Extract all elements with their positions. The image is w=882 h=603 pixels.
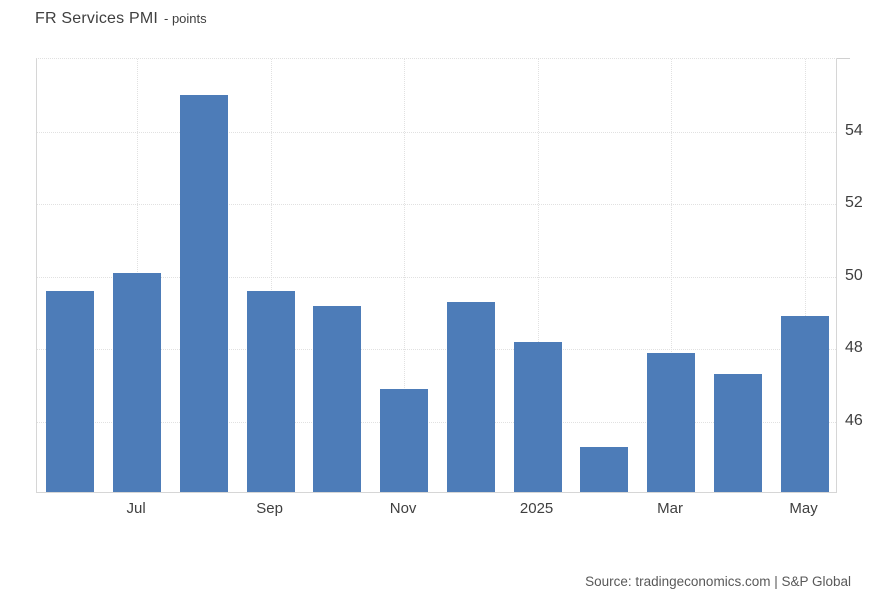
gridline-h-50 [37, 276, 836, 278]
gridline-h-52 [37, 204, 836, 205]
bar-mar-2025 [647, 352, 696, 492]
x-axis-label-2025: 2025 [519, 500, 554, 517]
bar-sep-2024 [246, 291, 295, 492]
chart-title: FR Services PMI [35, 10, 159, 27]
x-axis-label-jul: Jul [126, 500, 146, 517]
y-axis-label-52: 52 [845, 194, 863, 211]
gridline-h-48 [37, 349, 836, 350]
gridline-v-may [804, 59, 806, 492]
chart-subtitle: - points [164, 11, 207, 26]
bar-dec-2024 [446, 301, 495, 492]
y-axis-label-46: 46 [845, 411, 863, 429]
gridline-v-sep [270, 59, 272, 492]
gridline-h-46 [37, 421, 836, 423]
x-axis-label-sep: Sep [256, 500, 283, 517]
y-axis-label-54: 54 [845, 121, 863, 139]
bar-apr-2025 [713, 374, 762, 492]
gridline-h-54 [37, 131, 836, 133]
gridline-v-2025 [537, 59, 539, 492]
x-axis-label-mar: Mar [657, 500, 684, 517]
y-axis-label-48: 48 [845, 339, 863, 356]
plot-area [36, 58, 837, 493]
gridline-v-mar [671, 59, 673, 492]
y-axis-label-50: 50 [845, 266, 863, 284]
bar-jul-2024 [113, 272, 162, 492]
x-axis-label-may: May [789, 500, 818, 517]
x-axis-label-nov: Nov [389, 500, 417, 517]
bar-aug-2024 [179, 95, 228, 492]
bar-may-2025 [780, 316, 829, 492]
bar-oct-2024 [313, 305, 362, 492]
gridline-v-nov [404, 59, 406, 492]
bar-jan-2025 [513, 341, 562, 492]
bar-feb-2025 [580, 446, 629, 492]
source-text: Source: tradingeconomics.com | S&P Globa… [585, 574, 851, 589]
top-right-tick [837, 58, 850, 59]
bar-jun-2024 [46, 291, 95, 492]
chart-header: FR Services PMI - points [35, 10, 207, 28]
bar-nov-2024 [380, 388, 429, 492]
